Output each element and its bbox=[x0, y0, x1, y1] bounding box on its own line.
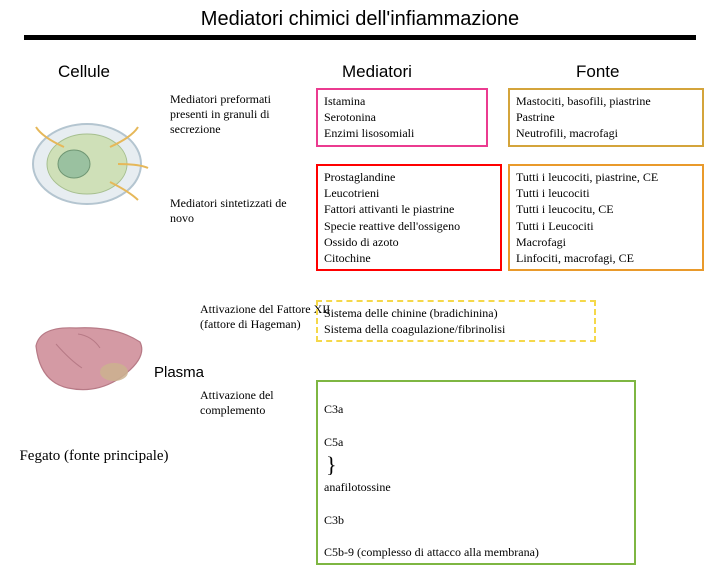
col-cellule: Cellule bbox=[58, 62, 110, 82]
fegato-label: Fegato (fonte principale) bbox=[14, 448, 174, 465]
row1-fonte-box: Mastociti, basofili, piastrine Pastrine … bbox=[508, 88, 704, 147]
cell-illustration bbox=[22, 112, 152, 212]
r4-anafil: anafilotossine bbox=[324, 480, 391, 494]
page-title: Mediatori chimici dell'infiammazione bbox=[0, 0, 720, 35]
row3-mediatori-box: Sistema delle chinine (bradichinina) Sis… bbox=[316, 300, 596, 342]
row2-fonte-box: Tutti i leucociti, piastrine, CE Tutti i… bbox=[508, 164, 704, 271]
brace-icon: } bbox=[326, 450, 337, 480]
col-fonte: Fonte bbox=[576, 62, 619, 82]
col-mediatori: Mediatori bbox=[342, 62, 412, 82]
r4-c5a: C5a bbox=[324, 435, 343, 449]
row1-label: Mediatori preformati presenti in granuli… bbox=[170, 92, 300, 137]
plasma-label: Plasma bbox=[154, 364, 204, 381]
row4-label: Attivazione del complemento bbox=[200, 388, 320, 418]
r4-c3b: C3b bbox=[324, 513, 344, 527]
r4-c5b9: C5b-9 (complesso di attacco alla membran… bbox=[324, 545, 539, 559]
row1-mediatori-box: Istamina Serotonina Enzimi lisosomiali bbox=[316, 88, 488, 147]
row2-label: Mediatori sintetizzati de novo bbox=[170, 196, 310, 226]
row2-mediatori-box: Prostaglandine Leucotrieni Fattori attiv… bbox=[316, 164, 502, 271]
title-underline bbox=[24, 35, 696, 40]
r4-c3a: C3a bbox=[324, 402, 343, 416]
liver-illustration bbox=[22, 312, 152, 402]
row4-box: C3a C5a } anafilotossine C3b C5b-9 (comp… bbox=[316, 380, 636, 565]
